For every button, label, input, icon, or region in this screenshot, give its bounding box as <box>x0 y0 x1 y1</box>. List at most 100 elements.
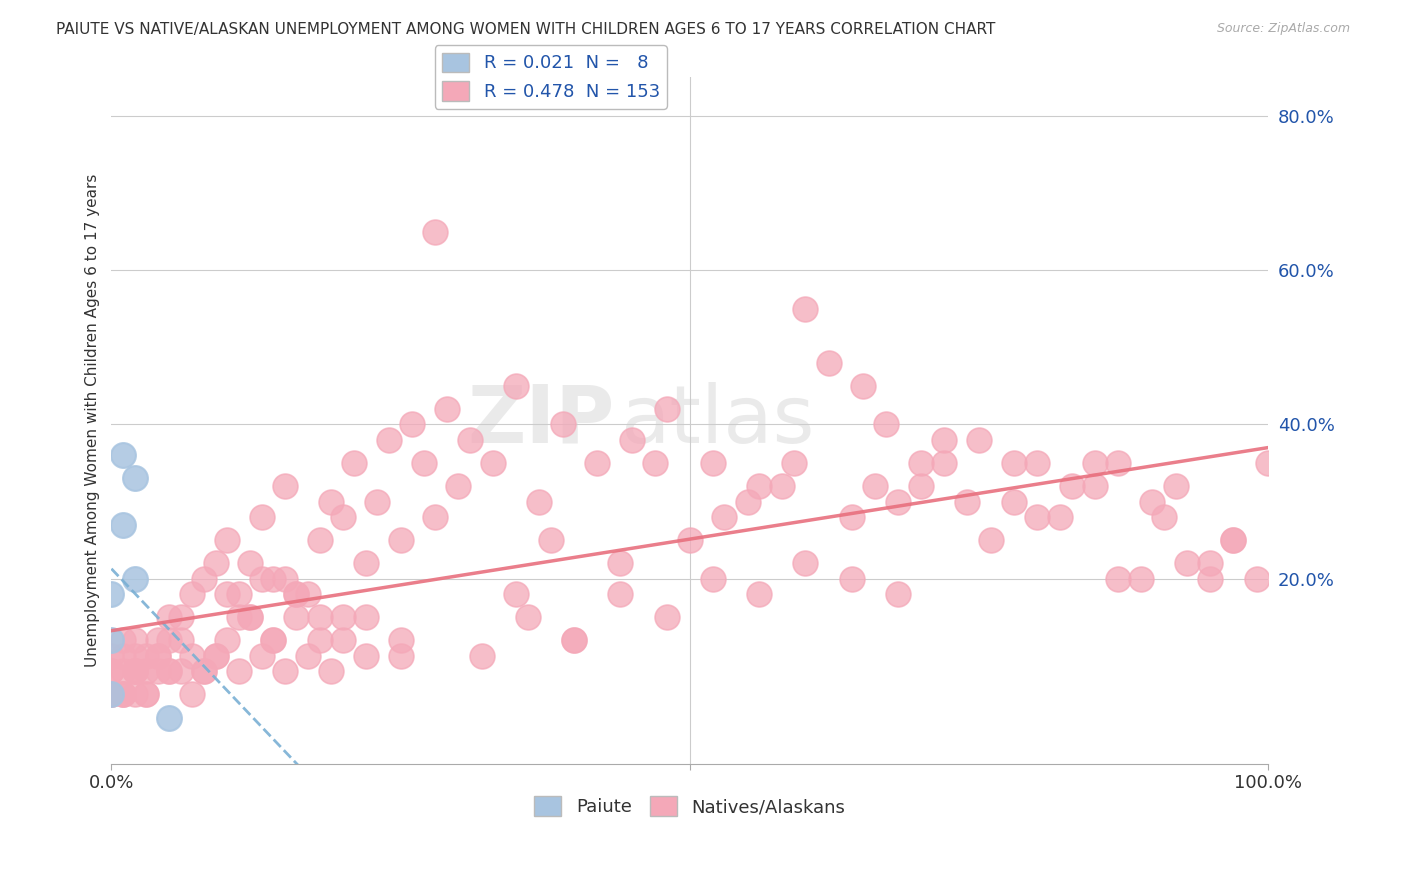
Point <box>620 433 643 447</box>
Point <box>170 665 193 679</box>
Point <box>1142 494 1164 508</box>
Point <box>124 471 146 485</box>
Point <box>250 572 273 586</box>
Point <box>262 633 284 648</box>
Point <box>1164 479 1187 493</box>
Point <box>770 479 793 493</box>
Point <box>204 648 226 663</box>
Point <box>297 587 319 601</box>
Point <box>124 665 146 679</box>
Point <box>100 687 122 701</box>
Point <box>562 633 585 648</box>
Point <box>852 379 875 393</box>
Point <box>389 648 412 663</box>
Point <box>274 479 297 493</box>
Point <box>332 610 354 624</box>
Point <box>157 665 180 679</box>
Point <box>609 557 631 571</box>
Point <box>910 456 932 470</box>
Point <box>737 494 759 508</box>
Point <box>354 557 377 571</box>
Point <box>1257 456 1279 470</box>
Point <box>170 633 193 648</box>
Point <box>1084 456 1107 470</box>
Point <box>170 610 193 624</box>
Point <box>204 648 226 663</box>
Point <box>1002 456 1025 470</box>
Point <box>250 510 273 524</box>
Point <box>111 633 134 648</box>
Text: Source: ZipAtlas.com: Source: ZipAtlas.com <box>1216 22 1350 36</box>
Point <box>157 710 180 724</box>
Point <box>193 665 215 679</box>
Point <box>157 665 180 679</box>
Point <box>748 479 770 493</box>
Point <box>505 379 527 393</box>
Point <box>586 456 609 470</box>
Point <box>100 587 122 601</box>
Point <box>482 456 505 470</box>
Point <box>956 494 979 508</box>
Point <box>841 572 863 586</box>
Point <box>124 572 146 586</box>
Point <box>217 533 239 548</box>
Legend: Paiute, Natives/Alaskans: Paiute, Natives/Alaskans <box>527 789 852 823</box>
Point <box>100 665 122 679</box>
Point <box>332 510 354 524</box>
Point <box>934 456 956 470</box>
Point <box>124 665 146 679</box>
Point <box>748 587 770 601</box>
Point <box>111 687 134 701</box>
Text: ZIP: ZIP <box>467 382 614 459</box>
Point <box>1049 510 1071 524</box>
Point <box>655 610 678 624</box>
Point <box>980 533 1002 548</box>
Point <box>887 587 910 601</box>
Point <box>551 417 574 432</box>
Point <box>100 665 122 679</box>
Y-axis label: Unemployment Among Women with Children Ages 6 to 17 years: Unemployment Among Women with Children A… <box>86 174 100 667</box>
Point <box>934 433 956 447</box>
Point <box>1107 456 1129 470</box>
Point <box>609 587 631 601</box>
Point <box>366 494 388 508</box>
Point <box>285 610 308 624</box>
Point <box>157 610 180 624</box>
Point <box>250 648 273 663</box>
Point <box>702 572 724 586</box>
Point <box>516 610 538 624</box>
Point <box>425 225 447 239</box>
Point <box>332 633 354 648</box>
Point <box>111 448 134 462</box>
Point <box>146 648 169 663</box>
Point <box>471 648 494 663</box>
Point <box>100 687 122 701</box>
Text: atlas: atlas <box>620 382 814 459</box>
Point <box>308 633 330 648</box>
Point <box>193 572 215 586</box>
Point <box>100 687 122 701</box>
Point <box>425 510 447 524</box>
Point <box>794 301 817 316</box>
Point <box>321 494 343 508</box>
Point <box>297 648 319 663</box>
Point <box>239 557 262 571</box>
Point <box>1025 510 1047 524</box>
Text: PAIUTE VS NATIVE/ALASKAN UNEMPLOYMENT AMONG WOMEN WITH CHILDREN AGES 6 TO 17 YEA: PAIUTE VS NATIVE/ALASKAN UNEMPLOYMENT AM… <box>56 22 995 37</box>
Point <box>285 587 308 601</box>
Point <box>1175 557 1198 571</box>
Point <box>447 479 470 493</box>
Point <box>794 557 817 571</box>
Point <box>1060 479 1083 493</box>
Point <box>401 417 423 432</box>
Point <box>135 687 157 701</box>
Point <box>111 517 134 532</box>
Point <box>841 510 863 524</box>
Point <box>967 433 990 447</box>
Point <box>1129 572 1152 586</box>
Point <box>389 633 412 648</box>
Point <box>1199 557 1222 571</box>
Point <box>111 665 134 679</box>
Point <box>817 356 839 370</box>
Point <box>135 687 157 701</box>
